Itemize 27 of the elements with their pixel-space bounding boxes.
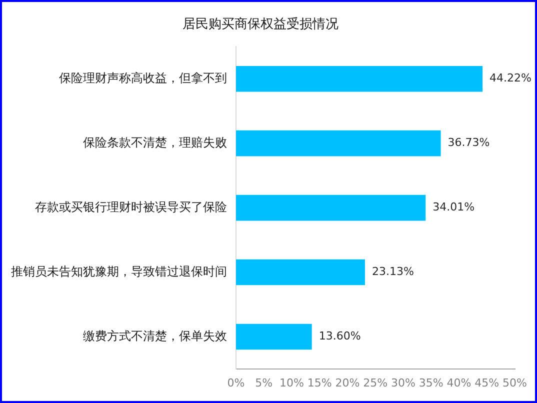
bar xyxy=(236,324,312,350)
data-label: 23.13% xyxy=(372,265,414,278)
y-tick-label: 存款或买银行理财时被误导买了保险 xyxy=(35,200,227,214)
chart-title: 居民购买商保权益受损情况 xyxy=(182,17,338,32)
y-tick-label: 缴费方式不清楚，保单失效 xyxy=(83,328,227,343)
x-tick-label: 0% xyxy=(227,376,245,390)
x-tick-label: 15% xyxy=(307,376,332,390)
x-tick-label: 25% xyxy=(363,376,388,390)
bar xyxy=(236,130,441,156)
bar xyxy=(236,66,483,92)
x-tick-label: 35% xyxy=(418,376,444,390)
x-tick-label: 20% xyxy=(335,376,360,390)
data-label: 44.22% xyxy=(490,72,532,85)
x-tick-label: 5% xyxy=(255,376,273,390)
y-tick-label: 保险理财声称高收益，但拿不到 xyxy=(59,70,227,85)
data-label: 13.60% xyxy=(318,330,361,343)
bar xyxy=(236,194,426,221)
x-tick-label: 40% xyxy=(446,376,472,390)
x-tick-label: 45% xyxy=(474,376,500,390)
data-label: 34.01% xyxy=(432,200,475,214)
x-tick-label: 10% xyxy=(280,376,304,390)
bar xyxy=(236,259,365,286)
x-tick-label: 50% xyxy=(502,376,527,390)
data-label: 36.73% xyxy=(448,136,490,150)
y-tick-label: 保险条款不清楚，理赔失败 xyxy=(83,135,227,150)
x-tick-label: 30% xyxy=(391,376,416,390)
y-tick-label: 推销员未告知犹豫期，导致错过退保时间 xyxy=(11,264,227,278)
